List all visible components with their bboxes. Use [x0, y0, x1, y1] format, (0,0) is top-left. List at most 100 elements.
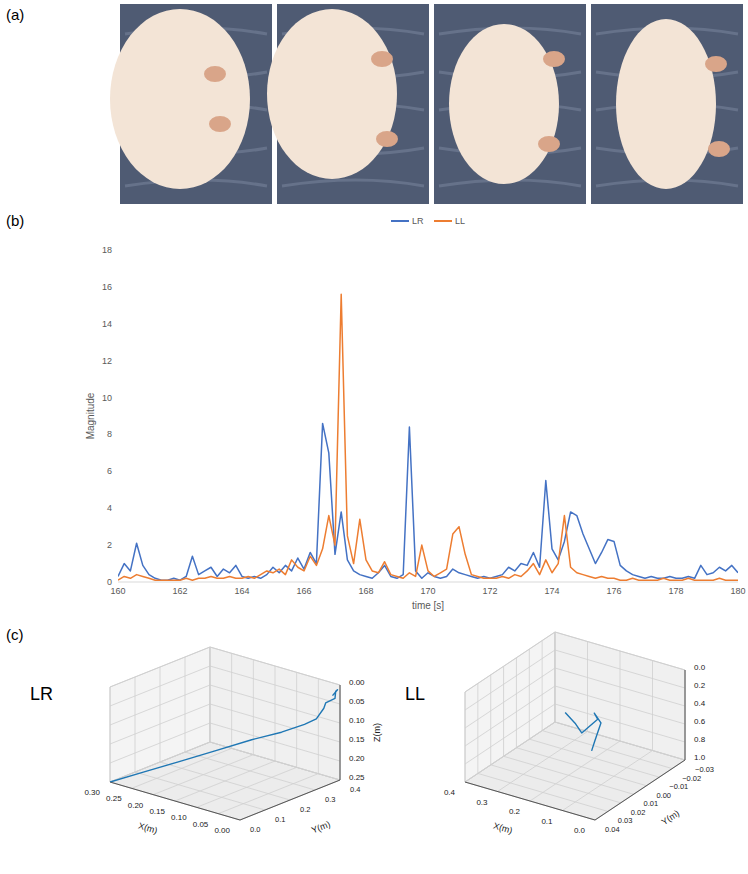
grid-line	[529, 649, 530, 739]
grid-line	[555, 632, 556, 722]
x-tick-label: 164	[234, 586, 249, 596]
x-tick-label: 170	[420, 586, 435, 596]
panel-label: (c)	[6, 626, 24, 643]
grid-line	[210, 742, 340, 780]
y-tick-label: 0.04	[605, 825, 620, 834]
legend-label: LL	[455, 216, 465, 226]
y-tick-label: 14	[102, 319, 112, 329]
grid-line	[185, 657, 186, 752]
y-tick-label: 0.4	[350, 785, 360, 794]
grid-line	[504, 756, 634, 794]
legend: LRLL	[391, 216, 465, 226]
grid-line	[490, 675, 491, 765]
grid-line	[465, 650, 555, 710]
z-tick-label: 0.20	[349, 754, 365, 763]
baby-foot	[538, 136, 560, 152]
x-tick-label: 162	[172, 586, 187, 596]
grid-line	[210, 723, 340, 761]
x-tick-label: 0.15	[149, 807, 165, 816]
y-axis-title: Y(m)	[310, 819, 332, 836]
grid-line	[253, 660, 254, 755]
plot-area	[110, 690, 338, 782]
y-axis-line	[240, 780, 340, 820]
grid-line	[160, 762, 290, 800]
pane-wall	[465, 632, 555, 782]
y-tick-label: 0.3	[325, 795, 335, 804]
grid-line	[275, 666, 276, 761]
x-tick-label: 0.10	[171, 813, 187, 822]
baby-body	[616, 19, 716, 189]
grid-line	[465, 704, 555, 764]
plot-area	[118, 294, 738, 580]
photo	[434, 4, 586, 204]
grid-line	[465, 692, 466, 782]
trajectory	[110, 690, 338, 782]
panel-title: LR	[30, 684, 53, 704]
trajectory	[565, 712, 601, 750]
x-tick-label: 172	[482, 586, 497, 596]
grid-line	[110, 742, 210, 782]
grid-line	[555, 668, 685, 706]
photo-background	[434, 4, 586, 204]
baby-foot	[209, 116, 231, 132]
x-tick-label: 176	[606, 586, 621, 596]
x-tick-label: 174	[544, 586, 559, 596]
photo	[267, 4, 429, 204]
grid-line	[210, 647, 211, 742]
panel-title: LL	[405, 684, 425, 704]
x-tick-label: 0.05	[193, 820, 209, 829]
baby-body	[110, 9, 250, 189]
grid-line	[555, 632, 685, 670]
grid-line	[555, 686, 685, 724]
x-axis-title: X(m)	[492, 821, 514, 836]
x-axis-line	[110, 782, 240, 820]
baby-foot	[708, 141, 730, 157]
x-tick-label: 0.25	[106, 794, 122, 803]
grid-line	[542, 731, 672, 769]
x-tick-label: 168	[358, 586, 373, 596]
pane-wall	[110, 647, 210, 782]
baby-foot	[376, 131, 398, 147]
y-tick-label: 0.02	[631, 808, 646, 817]
x-axis-line	[465, 782, 595, 820]
z-axis-line	[340, 685, 341, 780]
grid-line	[491, 765, 621, 803]
grid-line	[210, 704, 340, 742]
grid-line	[110, 704, 210, 744]
y-tick-label: 8	[107, 429, 112, 439]
grid-line	[110, 666, 210, 706]
y-tick-label: 2	[107, 540, 112, 550]
z-tick-label: 0.00	[349, 678, 365, 687]
axes-3d: 0.000.050.100.150.200.250.300.00.10.20.3…	[30, 647, 382, 836]
grid-line	[210, 647, 340, 685]
grid-line	[620, 651, 621, 741]
grid-line	[587, 642, 588, 732]
grid-line	[110, 685, 210, 725]
y-tick-label: 6	[107, 466, 112, 476]
z-tick-label: 0.8	[694, 735, 706, 744]
x-tick-label: 0.20	[128, 801, 144, 810]
grid-line	[652, 661, 653, 751]
photo-background	[591, 4, 743, 204]
y-tick-label: 0.00	[656, 791, 671, 800]
photo	[110, 4, 272, 204]
baby-foot	[705, 56, 727, 72]
axes: 0246810121416181601621641661681701721741…	[85, 245, 746, 611]
y-tick-label: 12	[102, 356, 112, 366]
series-line	[118, 294, 738, 580]
z-axis-line	[685, 670, 686, 760]
grid-line	[465, 632, 555, 692]
y-tick-label: 18	[102, 245, 112, 255]
panel-label: (a)	[6, 6, 24, 23]
y-tick-label: 10	[102, 393, 112, 403]
grid-line	[110, 647, 210, 687]
x-tick-label: 0.2	[509, 807, 521, 816]
photo	[591, 4, 743, 204]
grid-line	[185, 752, 315, 790]
grid-line	[231, 653, 232, 748]
baby-foot	[371, 51, 393, 67]
grid-line	[555, 722, 685, 760]
grid-line	[210, 685, 340, 723]
x-tick-label: 0.3	[476, 798, 488, 807]
baby-body	[449, 24, 559, 184]
